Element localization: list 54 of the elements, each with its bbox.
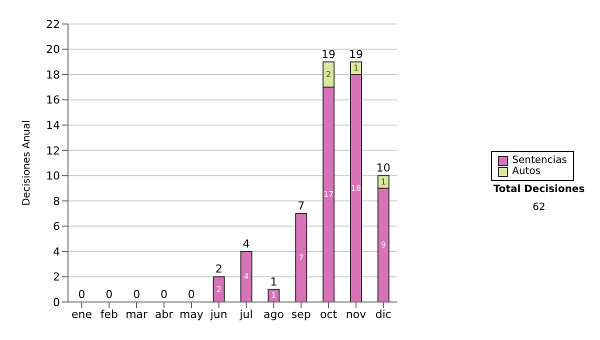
- data-label: 2: [326, 70, 332, 80]
- x-tick-label: nov: [346, 308, 367, 321]
- total-label: 2: [215, 262, 222, 276]
- data-label: 1: [271, 291, 276, 300]
- total-label: 1: [270, 275, 278, 288]
- total-label: 10: [376, 162, 390, 175]
- x-tick-label: oct: [320, 308, 338, 321]
- total-label: 0: [188, 288, 195, 301]
- total-label: 19: [348, 48, 363, 61]
- data-label: 1: [380, 177, 386, 186]
- y-tick-label: 0: [53, 296, 60, 309]
- y-tick-label: 6: [53, 220, 60, 234]
- y-tick-label: 10: [46, 170, 60, 183]
- y-tick-label: 20: [46, 43, 60, 56]
- x-tick-label: abr: [154, 308, 174, 321]
- x-tick-label: jun: [209, 308, 228, 321]
- data-label: 18: [350, 184, 362, 193]
- y-tick-label: 22: [46, 18, 60, 31]
- data-label: 17: [323, 190, 334, 200]
- bar: [240, 250, 252, 302]
- data-label: 1: [353, 64, 359, 73]
- x-tick-label: dic: [375, 308, 392, 321]
- y-tick-label: 18: [46, 68, 60, 82]
- y-tick-label: 8: [53, 194, 60, 208]
- y-tick-label: 16: [46, 94, 60, 107]
- text: 62: [532, 202, 546, 213]
- total-label: 0: [160, 288, 168, 301]
- bar: [212, 276, 225, 302]
- data-label: 9: [380, 240, 386, 250]
- y-tick-label: 14: [46, 118, 60, 132]
- total-label: 19: [322, 48, 336, 61]
- total-label: 0: [133, 288, 140, 301]
- y-tick-label: 12: [46, 144, 60, 158]
- data-label: 7: [298, 253, 304, 262]
- x-tick-label: may: [179, 308, 204, 321]
- data-label: 4: [244, 272, 249, 282]
- x-tick-label: sep: [291, 308, 311, 321]
- x-tick-label: jul: [238, 308, 253, 321]
- text: Total Decisiones: [492, 184, 586, 195]
- total-label: 0: [78, 288, 86, 301]
- x-tick-label: mar: [126, 308, 148, 321]
- data-label: 2: [216, 284, 222, 294]
- bar: [295, 213, 308, 302]
- legend-label: Autos: [512, 166, 541, 177]
- total-label: 0: [106, 288, 113, 301]
- y-axis-title: Decisiones Anual: [22, 120, 33, 206]
- total-label: 4: [242, 237, 250, 250]
- x-tick-label: ago: [263, 308, 284, 321]
- y-tick-label: 4: [53, 245, 60, 258]
- x-tick-label: feb: [100, 308, 118, 321]
- legend-label: Sentencias: [512, 155, 567, 166]
- y-tick-label: 2: [53, 270, 60, 284]
- total-label: 7: [298, 200, 305, 213]
- x-tick-label: ene: [71, 308, 92, 321]
